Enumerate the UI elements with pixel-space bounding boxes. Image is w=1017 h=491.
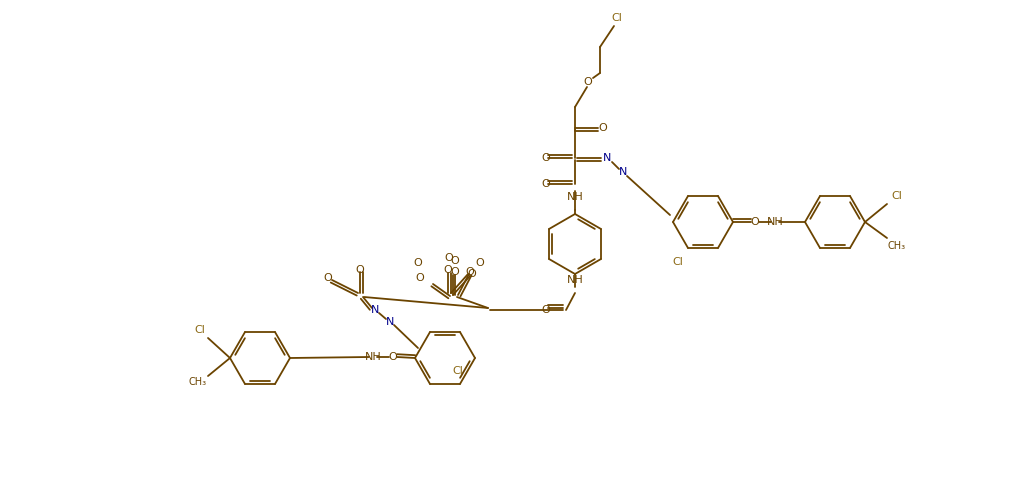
- Text: Cl: Cl: [453, 366, 464, 376]
- Text: O: O: [542, 305, 550, 315]
- Text: N: N: [385, 317, 395, 327]
- Text: O: O: [599, 123, 607, 133]
- Text: O: O: [443, 265, 453, 275]
- Text: N: N: [603, 153, 611, 163]
- Text: CH₃: CH₃: [189, 377, 207, 387]
- Text: NH: NH: [365, 352, 381, 362]
- Text: Cl: Cl: [672, 257, 683, 267]
- Text: O: O: [416, 273, 424, 283]
- Text: O: O: [444, 253, 454, 263]
- Text: O: O: [542, 179, 550, 189]
- Text: O: O: [476, 258, 484, 268]
- Text: NH: NH: [566, 192, 584, 202]
- Text: O: O: [451, 256, 460, 266]
- Text: O: O: [468, 269, 476, 279]
- Text: Cl: Cl: [194, 325, 205, 335]
- Text: O: O: [451, 267, 460, 277]
- Text: N: N: [618, 167, 627, 177]
- Text: CH₃: CH₃: [888, 241, 906, 251]
- Text: Cl: Cl: [892, 191, 902, 201]
- Text: O: O: [414, 258, 422, 268]
- Text: O: O: [356, 265, 364, 275]
- Text: N: N: [371, 305, 379, 315]
- Text: O: O: [542, 153, 550, 163]
- Text: O: O: [751, 217, 760, 227]
- Text: O: O: [584, 77, 592, 87]
- Text: O: O: [388, 352, 398, 362]
- Text: NH: NH: [566, 275, 584, 285]
- Text: O: O: [323, 273, 333, 283]
- Text: NH: NH: [767, 217, 783, 227]
- Text: O: O: [466, 267, 474, 277]
- Text: Cl: Cl: [611, 13, 622, 23]
